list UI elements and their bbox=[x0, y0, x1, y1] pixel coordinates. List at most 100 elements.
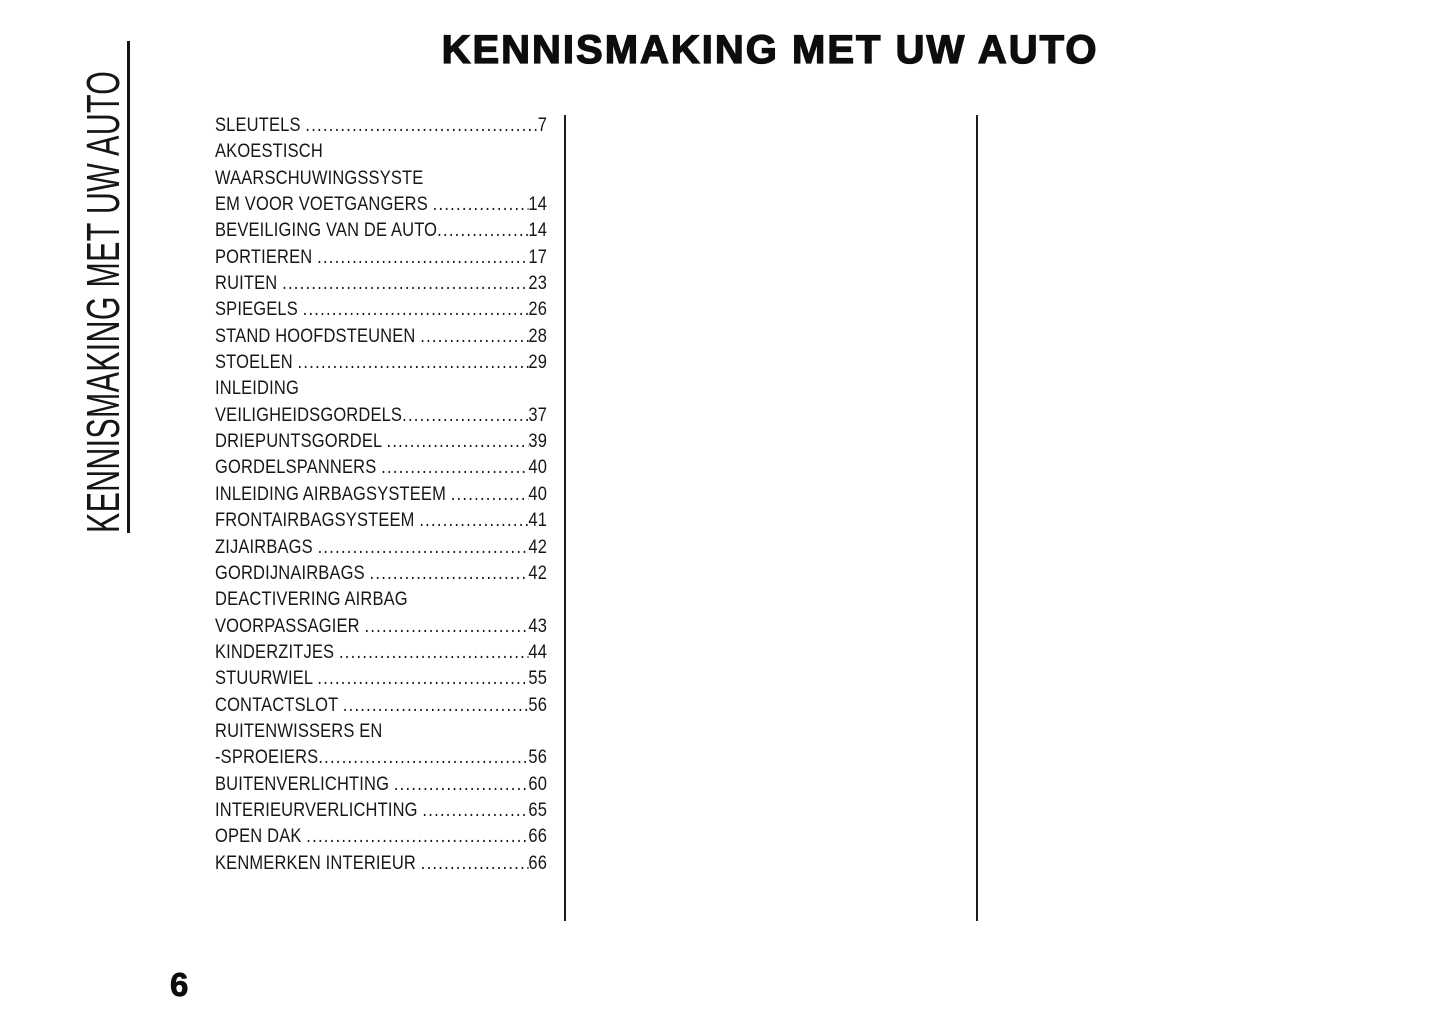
column-divider-left bbox=[564, 115, 566, 921]
toc-leader-dots: ........................................… bbox=[420, 851, 529, 874]
toc-entry-label: INLEIDING AIRBAGSYSTEEM bbox=[215, 482, 451, 505]
toc-entry-page-number: 56 bbox=[528, 693, 548, 716]
toc-entry-label: ZIJAIRBAGS bbox=[215, 535, 318, 558]
toc-row: KINDERZITJES ...........................… bbox=[215, 639, 547, 665]
toc-entry-label: INLEIDING bbox=[215, 377, 299, 400]
toc-leader-dots: ........................................… bbox=[317, 535, 529, 558]
toc-row: DRIEPUNTSGORDEL ........................… bbox=[215, 428, 547, 454]
toc-row: DEACTIVERING AIRBAG bbox=[215, 586, 547, 612]
toc-entry-page-number: 60 bbox=[528, 772, 548, 795]
toc-entry-label: DRIEPUNTSGORDEL bbox=[215, 430, 387, 453]
toc-row: SLEUTELS ...............................… bbox=[215, 112, 547, 138]
toc-leader-dots: ........................................… bbox=[318, 746, 529, 769]
toc-leader-dots: ........................................… bbox=[450, 482, 529, 505]
toc-entry-page-number: 7 bbox=[537, 114, 548, 136]
toc-leader-dots: ........................................… bbox=[437, 219, 529, 242]
toc-entry-label: KENMERKEN INTERIEUR bbox=[215, 851, 421, 874]
toc-entry-label: GORDELSPANNERS bbox=[215, 456, 382, 479]
toc-entry-page-number: 26 bbox=[528, 298, 548, 321]
toc-row: KENMERKEN INTERIEUR ....................… bbox=[215, 850, 547, 876]
toc-entry-page-number: 41 bbox=[528, 509, 548, 532]
toc-row: AKOESTISCH bbox=[215, 138, 547, 164]
toc-row: -SPROEIERS .............................… bbox=[215, 744, 547, 770]
toc-row: OPEN DAK ...............................… bbox=[215, 823, 547, 849]
toc-leader-dots: ........................................… bbox=[422, 798, 528, 821]
toc-leader-dots: ........................................… bbox=[419, 509, 528, 532]
toc-row: STUURWIEL ..............................… bbox=[215, 665, 547, 691]
toc-entry-label: AKOESTISCH bbox=[215, 140, 323, 163]
toc-entry-page-number: 40 bbox=[528, 456, 548, 479]
toc-entry-label: -SPROEIERS bbox=[215, 746, 319, 769]
toc-entry-page-number: 55 bbox=[528, 667, 548, 690]
toc-leader-dots: ........................................… bbox=[317, 245, 528, 268]
toc-entry-page-number: 37 bbox=[528, 403, 548, 426]
toc-entry-page-number: 14 bbox=[528, 193, 548, 216]
toc-row: GORDELSPANNERS .........................… bbox=[215, 454, 547, 480]
toc-row: BUITENVERLICHTING ......................… bbox=[215, 771, 547, 797]
sidebar-vertical-label-text: KENNISMAKING MET UW AUTO bbox=[76, 70, 129, 533]
toc-entry-label: RUITENWISSERS EN bbox=[215, 719, 383, 742]
toc-leader-dots: ........................................… bbox=[306, 825, 529, 848]
toc-entry-page-number: 66 bbox=[528, 825, 548, 848]
toc-entry-label: KINDERZITJES bbox=[215, 640, 339, 663]
toc-row: WAARSCHUWINGSSYSTE bbox=[215, 165, 547, 191]
toc-entry-label: FRONTAIRBAGSYSTEEM bbox=[215, 509, 420, 532]
toc-entry-page-number: 65 bbox=[528, 798, 548, 821]
toc-row: VEILIGHEIDSGORDELS .....................… bbox=[215, 402, 547, 428]
toc-leader-dots: ........................................… bbox=[338, 640, 529, 663]
toc-leader-dots: ........................................… bbox=[369, 561, 529, 584]
toc-leader-dots: ........................................… bbox=[402, 403, 529, 426]
toc-leader-dots: ........................................… bbox=[420, 324, 528, 347]
toc-row: VOORPASSAGIER ..........................… bbox=[215, 613, 547, 639]
toc-entry-label: RUITEN bbox=[215, 272, 283, 295]
toc-row: INLEIDING bbox=[215, 375, 547, 401]
toc-leader-dots: ........................................… bbox=[342, 693, 529, 716]
toc-row: BEVEILIGING VAN DE AUTO ................… bbox=[215, 217, 547, 243]
toc-leader-dots: ........................................… bbox=[386, 430, 528, 453]
toc-entry-page-number: 44 bbox=[528, 640, 548, 663]
toc-row: EM VOOR VOETGANGERS ....................… bbox=[215, 191, 547, 217]
toc-entry-label: INTERIEURVERLICHTING bbox=[215, 798, 423, 821]
toc-row: STOELEN ................................… bbox=[215, 349, 547, 375]
toc-entry-label: PORTIEREN bbox=[215, 245, 318, 268]
column-divider-right bbox=[976, 115, 978, 921]
toc-entry-page-number: 39 bbox=[528, 430, 548, 453]
toc-row: RUITENWISSERS EN bbox=[215, 718, 547, 744]
toc-leader-dots: ........................................… bbox=[305, 114, 537, 136]
toc-entry-page-number: 28 bbox=[528, 324, 548, 347]
toc-list: SLEUTELS ...............................… bbox=[215, 112, 547, 876]
toc-leader-dots: ........................................… bbox=[364, 614, 529, 637]
toc-leader-dots: ........................................… bbox=[317, 667, 528, 690]
toc-entry-label: OPEN DAK bbox=[215, 825, 307, 848]
toc-row: INLEIDING AIRBAGSYSTEEM ................… bbox=[215, 481, 547, 507]
toc-entry-page-number: 42 bbox=[528, 535, 548, 558]
toc-entry-label: STAND HOOFDSTEUNEN bbox=[215, 324, 421, 347]
toc-entry-page-number: 23 bbox=[528, 272, 548, 295]
sidebar-vertical-label: KENNISMAKING MET UW AUTO bbox=[77, 41, 130, 533]
toc-entry-label: VEILIGHEIDSGORDELS bbox=[215, 403, 403, 426]
toc-entry-label: BUITENVERLICHTING bbox=[215, 772, 394, 795]
toc-row: PORTIEREN ..............................… bbox=[215, 244, 547, 270]
toc-row: CONTACTSLOT ............................… bbox=[215, 692, 547, 718]
toc-entry-page-number: 66 bbox=[528, 851, 548, 874]
toc-row: RUITEN .................................… bbox=[215, 270, 547, 296]
toc-leader-dots: ........................................… bbox=[282, 272, 529, 295]
toc-entry-page-number: 43 bbox=[528, 614, 548, 637]
toc-entry-page-number: 17 bbox=[528, 245, 548, 268]
toc-entry-label: SPIEGELS bbox=[215, 298, 303, 321]
toc-row: SPIEGELS ...............................… bbox=[215, 296, 547, 322]
toc-entry-label: DEACTIVERING AIRBAG bbox=[215, 588, 408, 611]
toc-entry-page-number: 40 bbox=[528, 482, 548, 505]
toc-entry-page-number: 29 bbox=[528, 351, 548, 374]
toc-row: STAND HOOFDSTEUNEN .....................… bbox=[215, 323, 547, 349]
toc-leader-dots: ........................................… bbox=[302, 298, 529, 321]
toc-leader-dots: ........................................… bbox=[297, 351, 529, 374]
toc-row: ZIJAIRBAGS .............................… bbox=[215, 534, 547, 560]
toc-entry-label: STUURWIEL bbox=[215, 667, 318, 690]
toc-row: INTERIEURVERLICHTING ...................… bbox=[215, 797, 547, 823]
toc-row: GORDIJNAIRBAGS .........................… bbox=[215, 560, 547, 586]
toc-leader-dots: ........................................… bbox=[393, 772, 529, 795]
page-title: KENNISMAKING MET UW AUTO bbox=[441, 27, 1099, 72]
toc-entry-label: SLEUTELS bbox=[215, 114, 306, 136]
toc-leader-dots: ........................................… bbox=[381, 456, 528, 479]
